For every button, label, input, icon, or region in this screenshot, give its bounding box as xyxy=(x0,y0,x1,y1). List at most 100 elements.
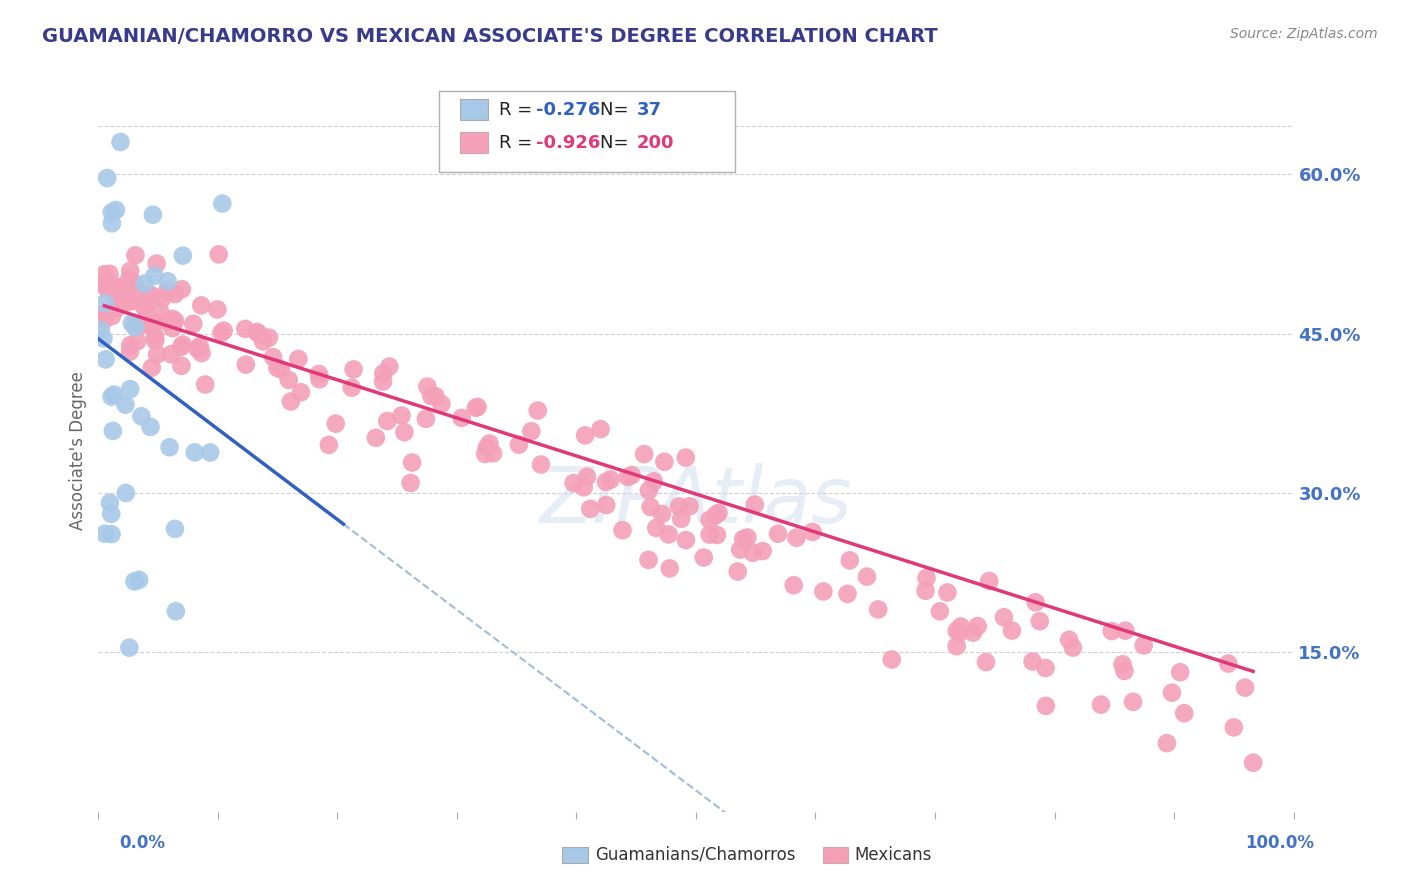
Point xyxy=(1114,624,1136,638)
Point xyxy=(966,619,988,633)
Point xyxy=(373,366,395,380)
Point xyxy=(1035,661,1057,675)
Point xyxy=(143,268,166,283)
Point xyxy=(1132,639,1154,653)
Point xyxy=(658,527,681,541)
Point xyxy=(425,389,447,403)
Point xyxy=(1218,657,1240,671)
Point xyxy=(93,267,115,281)
Text: 37: 37 xyxy=(637,101,662,119)
Point xyxy=(936,585,959,599)
Point xyxy=(128,318,150,333)
Point xyxy=(162,321,184,335)
Text: R =: R = xyxy=(499,101,538,119)
Point xyxy=(508,438,530,452)
Point xyxy=(149,304,172,318)
Point xyxy=(188,339,211,353)
Point xyxy=(637,483,659,498)
Point xyxy=(120,382,142,396)
Point xyxy=(103,387,125,401)
Point xyxy=(118,272,141,286)
Point xyxy=(645,521,668,535)
Point xyxy=(945,639,967,653)
Point xyxy=(1025,595,1047,609)
Point xyxy=(134,277,156,291)
Point xyxy=(962,625,984,640)
Point xyxy=(172,337,194,351)
Point xyxy=(1001,624,1024,638)
Text: Source: ZipAtlas.com: Source: ZipAtlas.com xyxy=(1230,27,1378,41)
Point xyxy=(520,424,543,438)
Point xyxy=(654,455,676,469)
Point xyxy=(599,473,621,487)
Point xyxy=(124,320,146,334)
Point xyxy=(450,411,472,425)
Point xyxy=(1161,686,1184,700)
Point xyxy=(785,531,807,545)
Point xyxy=(94,296,117,310)
Point xyxy=(208,247,231,261)
Point xyxy=(949,625,972,640)
Point xyxy=(783,578,806,592)
Point xyxy=(416,379,439,393)
Point xyxy=(121,316,143,330)
Point xyxy=(478,436,501,450)
Point xyxy=(262,350,284,364)
Point xyxy=(101,309,124,323)
Point xyxy=(100,390,122,404)
Point xyxy=(728,542,751,557)
Point xyxy=(120,338,142,352)
Point xyxy=(464,401,486,415)
Point xyxy=(212,324,235,338)
Point xyxy=(162,311,184,326)
Point xyxy=(371,375,394,389)
Point xyxy=(101,277,124,292)
Point xyxy=(1057,632,1080,647)
Point xyxy=(1168,665,1191,680)
Point xyxy=(637,553,659,567)
Point xyxy=(165,604,187,618)
Point xyxy=(120,264,142,278)
Point xyxy=(837,587,859,601)
Point xyxy=(475,441,498,455)
Text: N=: N= xyxy=(600,134,634,152)
Text: R =: R = xyxy=(499,134,538,152)
Point xyxy=(1173,706,1195,721)
Point xyxy=(1035,698,1057,713)
Point xyxy=(194,377,217,392)
Point xyxy=(467,400,489,414)
Point xyxy=(235,358,257,372)
Point xyxy=(101,216,124,230)
Point xyxy=(526,403,548,417)
Point xyxy=(325,417,347,431)
Point xyxy=(142,315,165,329)
Point xyxy=(138,287,160,301)
Point xyxy=(156,314,179,328)
Point xyxy=(340,381,363,395)
Point xyxy=(880,652,903,666)
Point xyxy=(914,583,936,598)
Point xyxy=(868,602,890,616)
Point xyxy=(572,480,595,494)
Point xyxy=(122,276,145,290)
Text: 100.0%: 100.0% xyxy=(1246,834,1315,852)
Point xyxy=(579,501,602,516)
Point xyxy=(706,528,728,542)
Point xyxy=(111,289,134,303)
Point xyxy=(401,456,423,470)
Point xyxy=(394,425,416,440)
Point xyxy=(993,610,1015,624)
Point xyxy=(727,565,749,579)
Point xyxy=(675,533,697,547)
Point xyxy=(280,394,302,409)
Point xyxy=(575,469,598,483)
Point xyxy=(134,299,156,313)
Point xyxy=(156,274,179,288)
Point xyxy=(420,389,443,403)
Point xyxy=(1021,655,1043,669)
Point xyxy=(141,360,163,375)
Point xyxy=(134,301,156,316)
Point xyxy=(1111,657,1133,672)
Point xyxy=(110,135,132,149)
Point xyxy=(589,422,612,436)
